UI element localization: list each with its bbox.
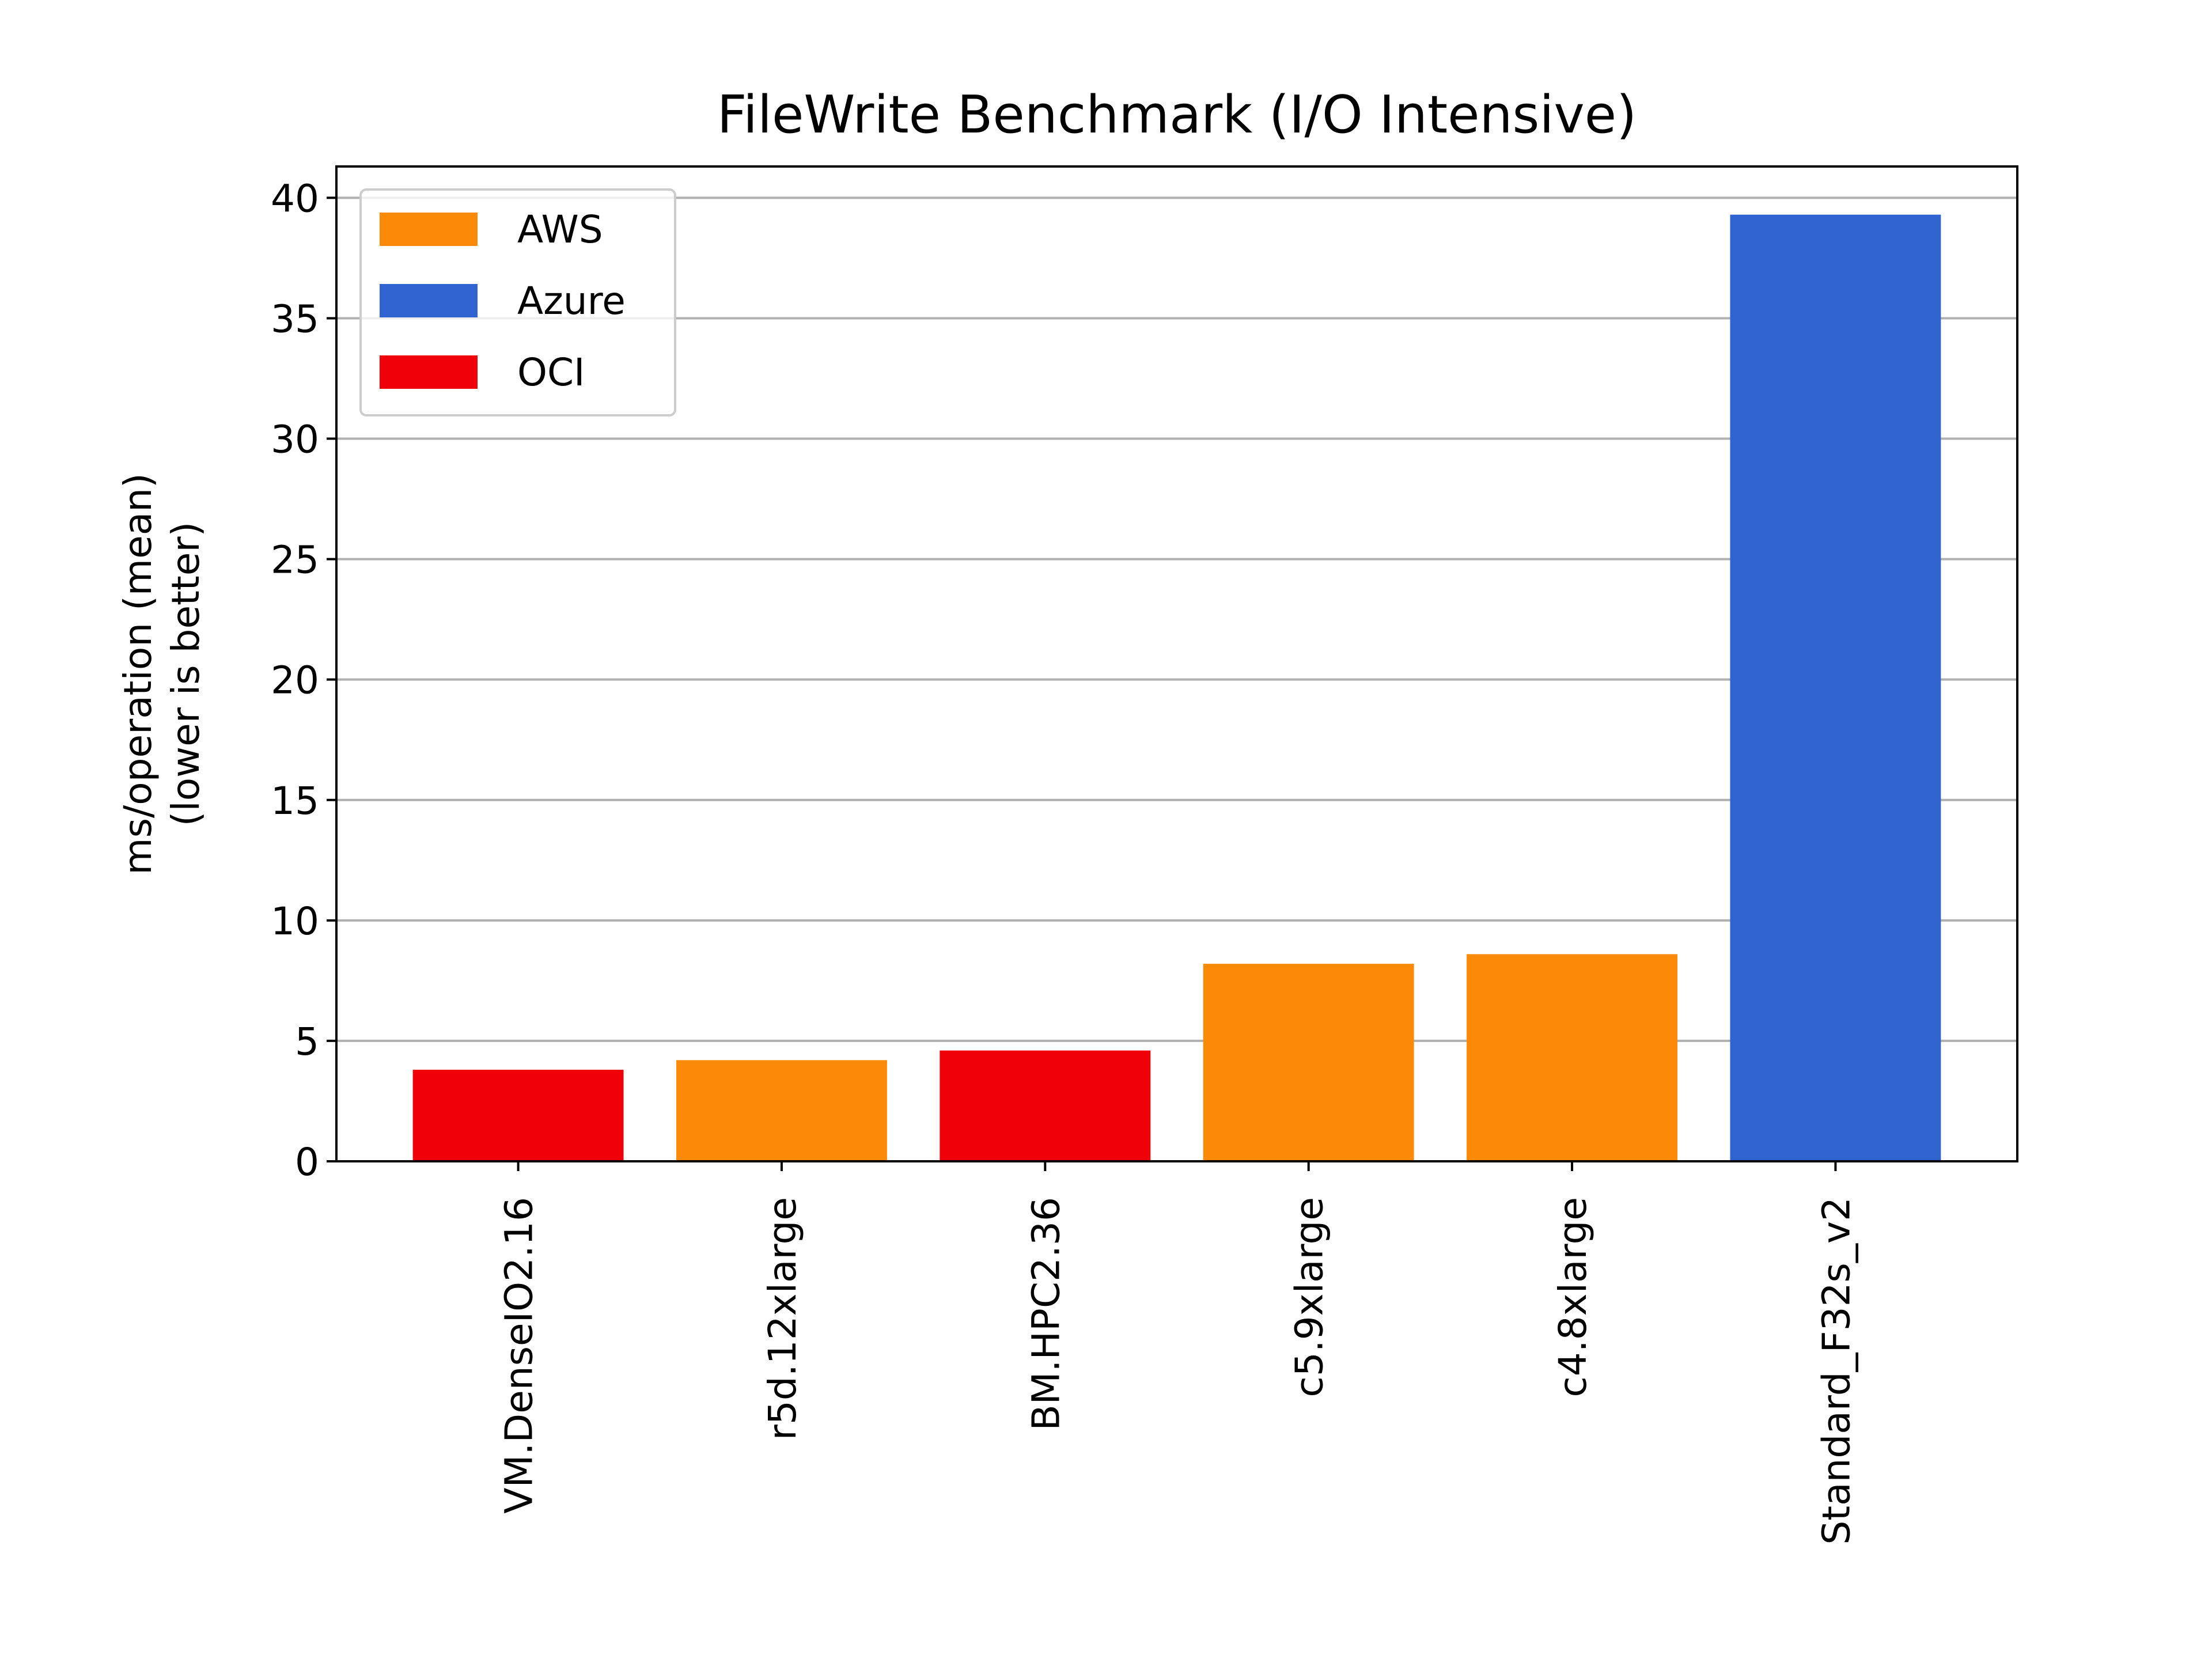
legend-label: AWS (517, 207, 603, 252)
y-tick-label: 10 (271, 899, 319, 944)
legend-swatch (380, 355, 478, 389)
bar (1203, 964, 1414, 1161)
x-axis-label: Instance Type (1046, 1656, 1307, 1659)
y-tick-label: 30 (271, 418, 319, 462)
x-tick-label: BM.HPC2.36 (1024, 1197, 1068, 1431)
x-tick-label: c4.8xlarge (1551, 1197, 1595, 1397)
bar (1467, 954, 1677, 1161)
legend-label: Azure (517, 279, 626, 323)
chart-title: FileWrite Benchmark (I/O Intensive) (717, 85, 1637, 145)
y-tick-label: 35 (271, 297, 319, 341)
y-tick-label: 40 (271, 176, 319, 221)
legend-label: OCI (517, 350, 585, 395)
bar (676, 1060, 887, 1161)
legend-swatch (380, 284, 478, 317)
x-tick-label: Standard_F32s_v2 (1814, 1197, 1858, 1545)
x-tick-label: VM.DenseIO2.16 (497, 1197, 541, 1514)
bar (940, 1050, 1151, 1161)
y-axis-label: ms/operation (mean) (116, 473, 160, 874)
y-tick-label: 15 (271, 779, 319, 823)
legend-swatch (380, 213, 478, 246)
y-tick-label: 20 (271, 658, 319, 703)
y-tick-label: 0 (295, 1140, 319, 1184)
plot-frame (335, 165, 2018, 1162)
y-axis-label: (lower is better) (164, 522, 208, 827)
bar (1730, 214, 1941, 1161)
x-tick-label: c5.9xlarge (1287, 1197, 1332, 1397)
bar (412, 1070, 624, 1161)
y-tick-label: 25 (271, 538, 319, 582)
x-tick-label: r5d.12xlarge (760, 1197, 805, 1440)
y-tick-label: 5 (295, 1020, 319, 1064)
